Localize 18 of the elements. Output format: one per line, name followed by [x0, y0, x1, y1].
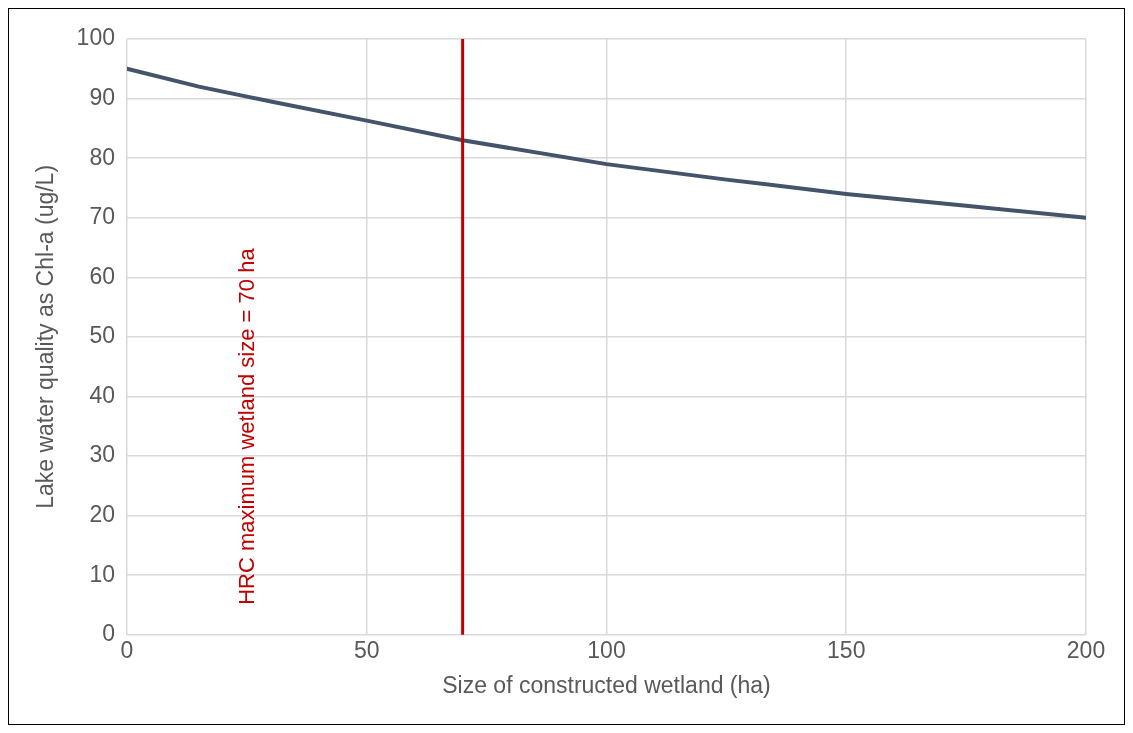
- x-axis-title: Size of constructed wetland (ha): [442, 671, 771, 698]
- y-tick-label: 40: [89, 381, 115, 408]
- y-tick-label: 50: [89, 322, 115, 349]
- x-tick-label: 150: [827, 636, 866, 663]
- y-tick-label: 20: [89, 500, 115, 527]
- y-tick-label: 60: [89, 262, 115, 289]
- x-tick-label: 0: [120, 636, 134, 663]
- ref-line-label: HRC maximum wetland size = 70 ha: [233, 247, 259, 605]
- y-tick-label: 30: [89, 441, 115, 468]
- y-tick-label: 100: [76, 24, 115, 51]
- y-tick-label: 90: [89, 83, 115, 110]
- y-tick-label: 80: [89, 143, 115, 170]
- y-tick-label: 70: [89, 203, 115, 230]
- x-tick-label: 100: [587, 636, 626, 663]
- x-tick-label: 50: [353, 636, 380, 663]
- x-tick-label: 200: [1066, 636, 1106, 663]
- y-tick-label: 10: [89, 560, 115, 587]
- y-axis-title: Lake water quality as Chl-a (ug/L): [32, 164, 59, 509]
